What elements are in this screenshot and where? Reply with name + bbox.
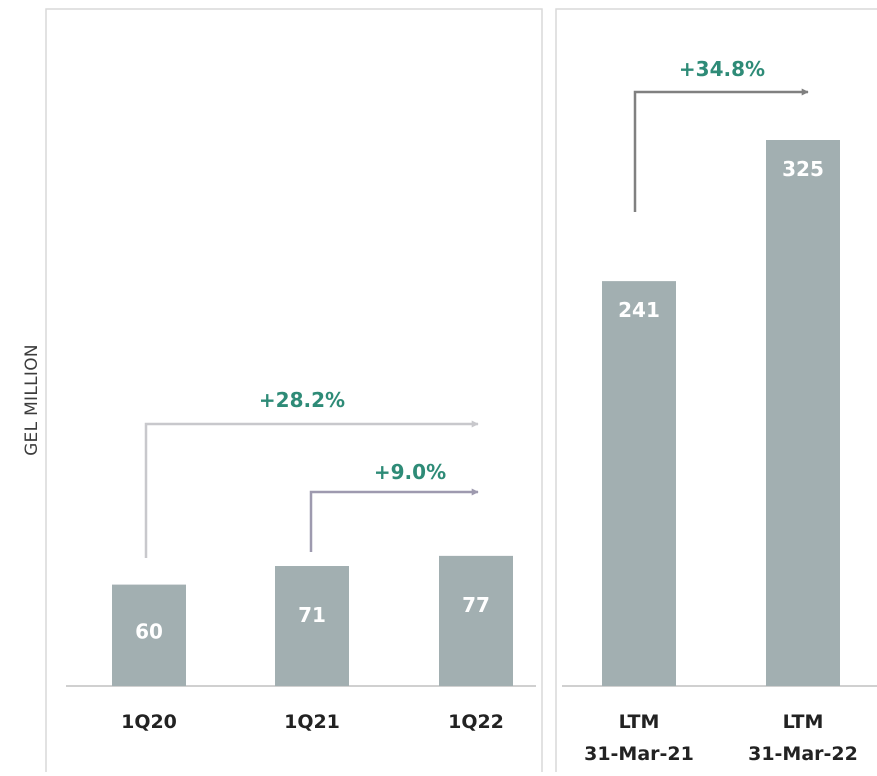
growth-arrow-9 [309,488,479,552]
bar-value-label: 71 [298,603,326,627]
bar-ltm-1 [602,281,676,686]
right-panel-frame [555,8,877,776]
x-tick-label: 31-Mar-22 [748,743,858,765]
x-tick-label: LTM [619,711,660,733]
bar-value-label: 60 [135,620,163,644]
growth-label-9: +9.0% [374,460,446,484]
bar-1Q20 [112,584,186,686]
growth-arrow-28 [144,420,479,558]
bar-value-label: 325 [782,157,824,181]
growth-label-28: +28.2% [259,388,345,412]
bar-1Q21 [275,566,349,686]
x-tick-label: 1Q22 [448,711,504,733]
growth-label-348: +34.8% [679,57,765,81]
bar-1Q22 [439,555,513,686]
y-axis-label: GEL MILLION [22,344,42,456]
x-tick-label: 31-Mar-21 [584,743,694,765]
bar-value-label: 241 [618,298,660,322]
x-tick-label: LTM [783,711,824,733]
growth-arrow-348 [633,88,809,212]
x-tick-label: 1Q20 [121,711,177,733]
bar-ltm-2 [766,140,840,686]
bar-value-label: 77 [462,593,490,617]
left-panel-frame [45,8,543,776]
x-tick-label: 1Q21 [284,711,340,733]
